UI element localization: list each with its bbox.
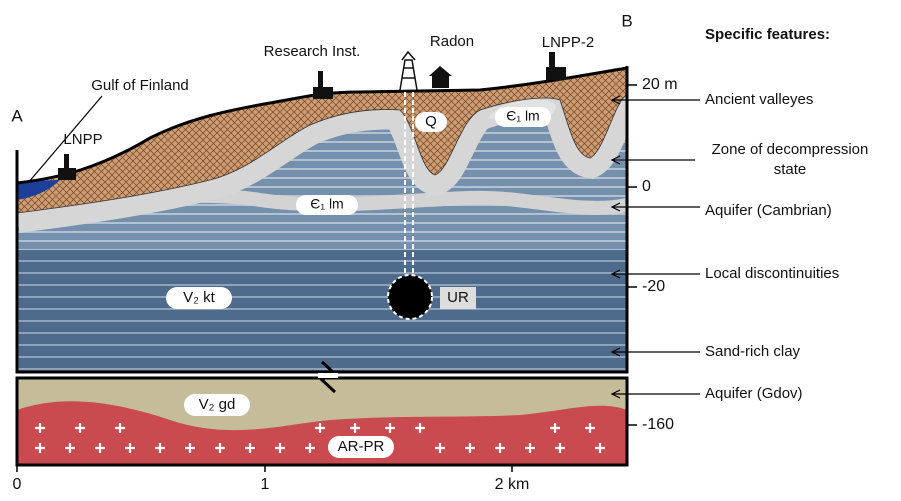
site-label: LNPP <box>63 131 102 148</box>
depth-tick: 0 <box>642 178 651 195</box>
features-title: Specific features: <box>705 26 830 43</box>
feature-label: Zone of decompression <box>712 141 869 158</box>
feature-label: Ancient valleyes <box>705 91 813 108</box>
site-label: Radon <box>430 33 474 50</box>
depth-tick: -160 <box>642 416 674 433</box>
unit-label: Є₁ lm <box>310 196 343 212</box>
distance-tick: 2 km <box>495 476 530 493</box>
unit-label: V₂ kt <box>183 289 215 306</box>
unit-label: V₂ gd <box>199 396 236 413</box>
unit-label: Є₁ lm <box>506 108 539 124</box>
distance-tick: 1 <box>261 476 270 493</box>
diagram: A B Gulf of Finland LNPP Research Inst. Radon… <box>0 0 901 496</box>
site-label: Gulf of Finland <box>91 77 189 94</box>
depth-tick: -20 <box>642 278 665 295</box>
unit-label: Q <box>425 113 437 130</box>
section-end: A <box>11 106 23 125</box>
site-label: Research Inst. <box>264 43 361 60</box>
feature-label: Aquifer (Cambrian) <box>705 202 832 219</box>
distance-tick: 0 <box>13 476 22 493</box>
unit-label: UR <box>447 289 469 306</box>
feature-label: Sand-rich clay <box>705 343 801 360</box>
depth-tick: 20 m <box>642 76 678 93</box>
feature-label: Aquifer (Gdov) <box>705 385 803 402</box>
unit-label: AR-PR <box>338 438 385 455</box>
feature-label: Local discontinuities <box>705 265 839 282</box>
section-end: B <box>621 11 632 30</box>
site-label: LNPP-2 <box>542 34 595 51</box>
feature-label: state <box>774 161 807 178</box>
